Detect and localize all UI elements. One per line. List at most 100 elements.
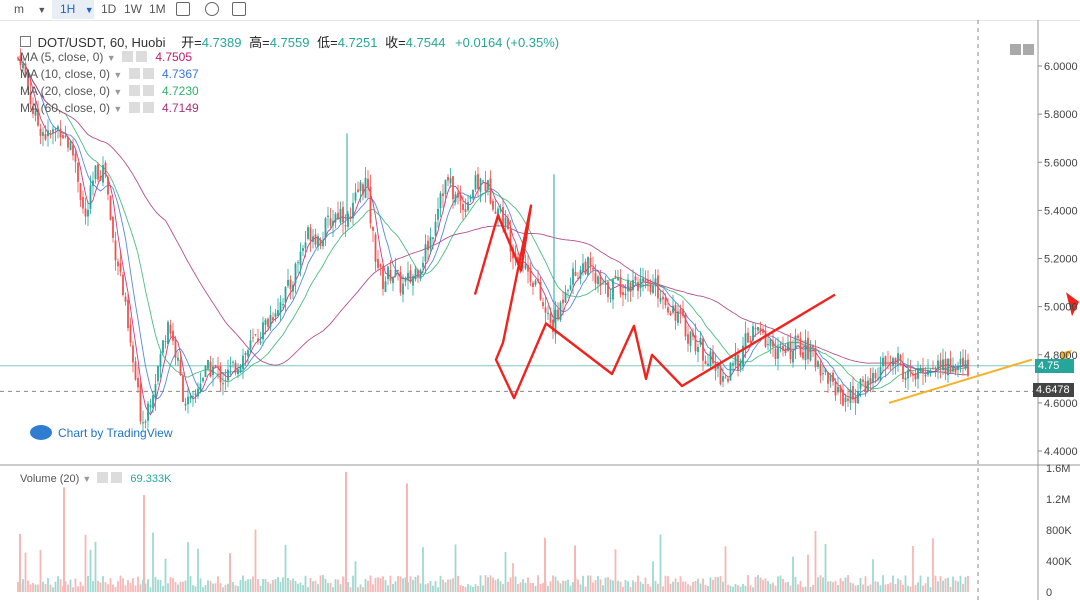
candle-body [774,348,777,359]
volume-bar [939,576,942,592]
candle-body [144,421,147,423]
arrow-up-icon[interactable] [1023,44,1034,55]
settings-icon[interactable] [128,102,140,113]
candle-body [577,277,579,279]
candle-body [772,341,774,347]
volume-bar [537,575,539,592]
screenshot-icon[interactable] [232,2,246,16]
chart-type-icon[interactable] [176,2,190,16]
candle-body [522,266,524,268]
candle-body [194,393,197,396]
chevron-down-icon[interactable]: ▼ [113,87,123,97]
candle-body [402,283,404,295]
candle-body [434,221,437,236]
candle-body [302,248,304,251]
volume-bar [864,576,867,592]
volume-bar [932,538,934,592]
price-tick-label: 5.6000 [1044,157,1078,169]
candle-body [949,358,952,373]
volume-bar [889,582,892,592]
interval-1m[interactable]: 1M [149,2,166,16]
volume-bar [554,576,557,592]
indicator-ma10[interactable]: MA (10, close, 0) ▼ 4.7367 [20,67,199,81]
volume-bar [249,579,252,592]
interval-1h[interactable]: 1H ▼ [52,0,94,19]
volume-bar [839,578,842,592]
candle-body [329,218,332,226]
candle-body [847,398,849,401]
volume-bar [847,575,849,592]
interval-1w[interactable]: 1W [124,2,142,16]
volume-bar [747,575,749,592]
chevron-down-icon[interactable]: ▼ [106,53,116,63]
chevron-down-icon[interactable]: ▼ [113,70,123,80]
candle-body [209,361,212,377]
candle-body [469,196,472,200]
candle-body [197,388,199,397]
interval-1d[interactable]: 1D [101,2,117,16]
gear-icon[interactable] [205,2,219,16]
candle-body [492,200,494,210]
indicator-ma20[interactable]: MA (20, close, 0) ▼ 4.7230 [20,84,199,98]
candle-body [614,275,617,278]
candle-body [884,356,887,366]
close-icon[interactable] [111,472,123,483]
candle-body [289,279,292,290]
volume-bar [709,577,712,592]
chart-canvas[interactable]: 6.0000 5.8000 5.6000 5.4000 5.2000 5.0000 4.80… [0,20,1080,600]
volume-bar [782,578,784,592]
candle-body [499,208,502,210]
candle-body [104,162,107,175]
candle-body [579,269,582,279]
interval-menu[interactable]: m ▼ [14,0,46,19]
volume-bar [894,583,897,592]
settings-icon[interactable] [97,472,109,483]
collapse-icon[interactable] [20,36,31,47]
candle-body [924,374,927,377]
candle-body [459,194,462,202]
candle-body [962,357,964,367]
close-icon[interactable] [142,102,154,113]
candle-body [722,376,724,382]
tradingview-watermark[interactable]: Chart by TradingView [30,425,173,440]
wave-arrow-head [1066,292,1079,317]
volume-bar [482,585,484,592]
candle-body [497,208,499,216]
candle-body [479,178,482,192]
arrow-down-icon[interactable] [1010,44,1021,55]
volume-legend[interactable]: Volume (20) ▼ 69.333K [20,472,171,485]
close-icon[interactable] [142,85,154,96]
volume-bar [372,584,374,592]
volume-bar [299,582,302,592]
chevron-down-icon[interactable]: ▼ [82,474,92,484]
close-icon[interactable] [135,51,147,62]
candle-body [564,292,567,303]
volume-bar [272,580,274,592]
candle-body [597,276,599,285]
candle-body [692,332,694,337]
candle-body [257,338,259,342]
volume-bar [507,581,509,592]
indicator-ma5[interactable]: MA (5, close, 0) ▼ 4.7505 [20,50,192,64]
candle-body [444,179,447,194]
settings-icon[interactable] [128,85,140,96]
volume-bar [519,582,522,592]
close-icon[interactable] [142,68,154,79]
candle-body [467,202,469,211]
volume-bar [349,587,352,592]
candle-body [97,164,99,180]
indicator-ma60[interactable]: MA (60, close, 0) ▼ 4.7149 [20,101,199,115]
candle-body [794,335,797,350]
chevron-down-icon[interactable]: ▼ [113,104,123,114]
candle-body [742,345,744,367]
volume-bar [252,576,254,592]
settings-icon[interactable] [128,68,140,79]
volume-bar [789,585,792,592]
volume-bar [342,576,344,592]
volume-bar [794,576,797,592]
volume-bar [967,576,969,592]
volume-bar [787,581,789,592]
settings-icon[interactable] [121,51,133,62]
volume-bar [284,544,287,592]
candle-body [232,361,234,363]
